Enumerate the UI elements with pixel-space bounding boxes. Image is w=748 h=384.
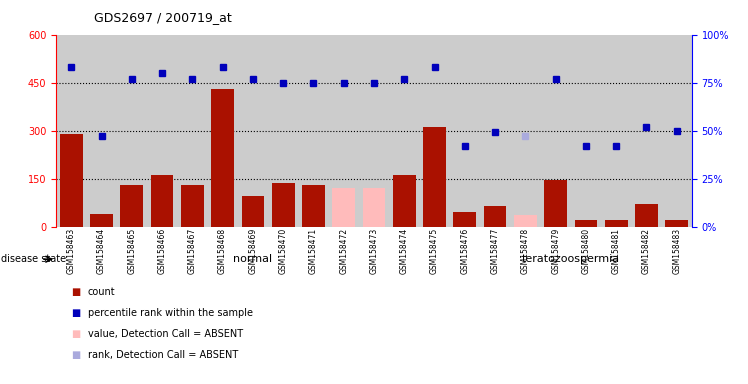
Text: value, Detection Call = ABSENT: value, Detection Call = ABSENT <box>88 329 242 339</box>
Bar <box>666 220 688 227</box>
Bar <box>272 184 295 227</box>
Bar <box>420 35 450 227</box>
Text: normal: normal <box>233 254 272 264</box>
Bar <box>453 212 476 227</box>
Bar <box>60 134 82 227</box>
Bar <box>363 188 385 227</box>
Text: percentile rank within the sample: percentile rank within the sample <box>88 308 253 318</box>
Bar <box>150 175 174 227</box>
Bar <box>574 220 598 227</box>
Bar <box>181 185 203 227</box>
Text: count: count <box>88 287 115 297</box>
Bar <box>268 35 298 227</box>
Bar <box>298 35 328 227</box>
Text: rank, Detection Call = ABSENT: rank, Detection Call = ABSENT <box>88 350 238 360</box>
Bar <box>211 89 234 227</box>
Bar <box>86 35 117 227</box>
Bar <box>120 185 143 227</box>
Bar <box>332 188 355 227</box>
Bar <box>117 35 147 227</box>
Bar <box>56 35 86 227</box>
Text: ■: ■ <box>71 329 80 339</box>
Text: ■: ■ <box>71 308 80 318</box>
Bar <box>328 35 359 227</box>
Bar <box>207 35 238 227</box>
Bar <box>389 35 420 227</box>
Bar <box>393 175 416 227</box>
Bar <box>605 220 628 227</box>
Bar <box>423 127 446 227</box>
Text: GDS2697 / 200719_at: GDS2697 / 200719_at <box>94 12 231 25</box>
Bar <box>541 35 571 227</box>
Bar <box>91 214 113 227</box>
Bar <box>242 196 264 227</box>
Text: teratozoospermia: teratozoospermia <box>522 254 620 264</box>
Bar <box>177 35 207 227</box>
Bar <box>450 35 480 227</box>
Bar <box>480 35 510 227</box>
Bar <box>545 180 567 227</box>
Bar <box>484 206 506 227</box>
Text: ■: ■ <box>71 350 80 360</box>
Bar <box>635 204 657 227</box>
Bar <box>147 35 177 227</box>
Bar <box>571 35 601 227</box>
Bar <box>662 35 692 227</box>
Bar <box>359 35 389 227</box>
Bar <box>302 185 325 227</box>
Bar <box>631 35 662 227</box>
Bar <box>238 35 268 227</box>
Bar <box>514 215 537 227</box>
Text: ■: ■ <box>71 287 80 297</box>
Bar <box>601 35 631 227</box>
Text: disease state: disease state <box>1 254 67 264</box>
Bar <box>510 35 541 227</box>
